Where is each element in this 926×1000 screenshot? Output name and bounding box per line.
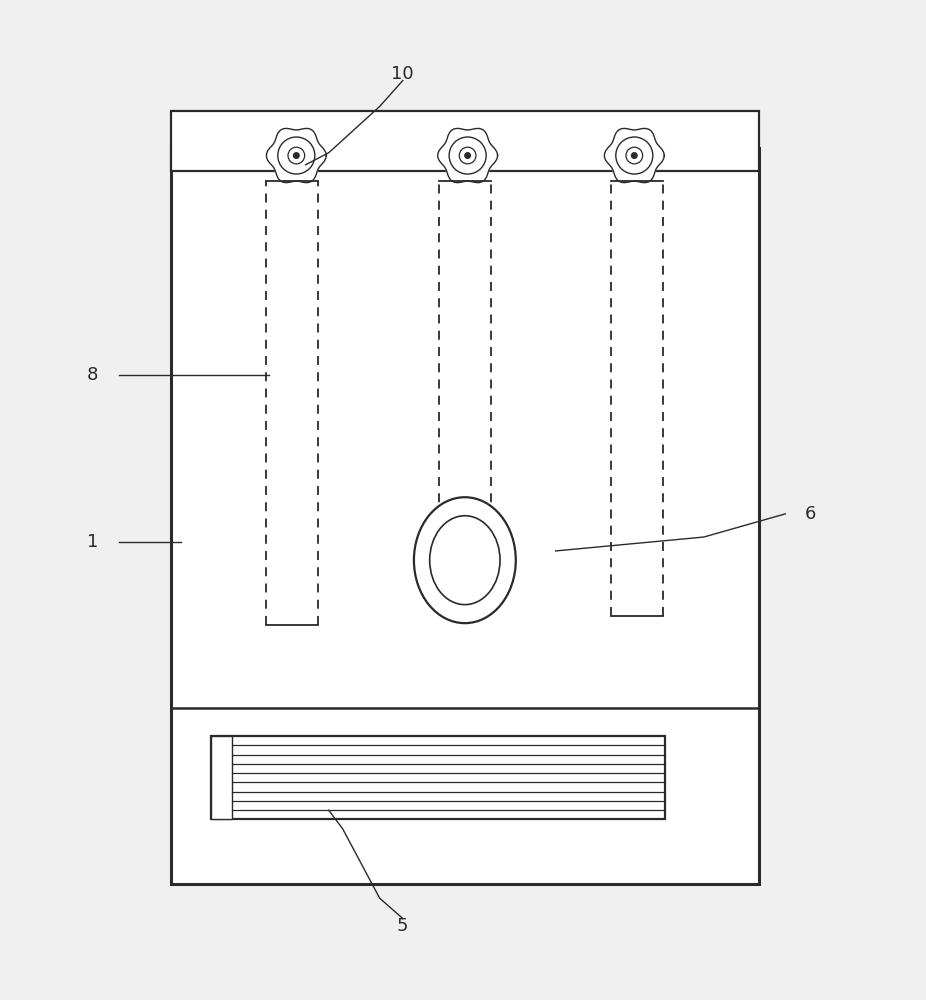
Text: 1: 1 — [87, 533, 98, 551]
Polygon shape — [267, 128, 326, 183]
Text: 6: 6 — [805, 505, 816, 523]
Text: 10: 10 — [392, 65, 414, 83]
Circle shape — [465, 153, 470, 158]
Circle shape — [616, 137, 653, 174]
Bar — [211, 736, 232, 819]
Circle shape — [288, 147, 305, 164]
Polygon shape — [605, 128, 664, 183]
Ellipse shape — [430, 516, 500, 605]
Circle shape — [632, 153, 637, 158]
Circle shape — [278, 137, 315, 174]
Polygon shape — [438, 128, 497, 183]
Circle shape — [626, 147, 643, 164]
Bar — [171, 148, 759, 884]
Circle shape — [459, 147, 476, 164]
Text: 5: 5 — [397, 917, 408, 935]
Text: 8: 8 — [87, 366, 98, 384]
Bar — [211, 736, 665, 819]
Ellipse shape — [414, 497, 516, 623]
Circle shape — [449, 137, 486, 174]
Bar — [171, 111, 759, 171]
Circle shape — [294, 153, 299, 158]
